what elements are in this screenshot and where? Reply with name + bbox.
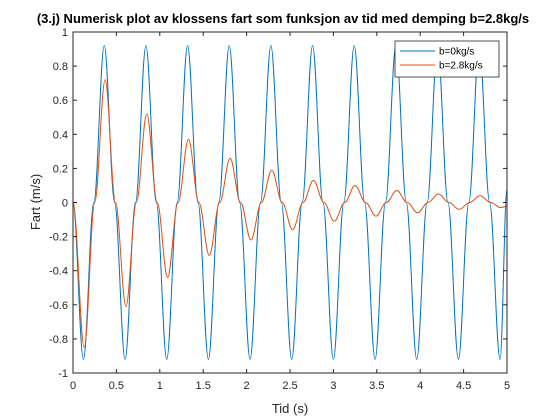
y-tick-label: -1 — [58, 368, 68, 380]
x-tick-label: 3.5 — [369, 380, 384, 392]
x-tick-label: 2.5 — [282, 380, 297, 392]
y-tick-label: 0.2 — [53, 163, 68, 175]
y-tick-label: -0.8 — [49, 334, 68, 346]
legend: b=0kg/s b=2.8kg/s — [394, 40, 500, 78]
x-tick-label: 5 — [504, 380, 510, 392]
y-tick-label: -0.6 — [49, 300, 68, 312]
y-tick-label: 1 — [62, 27, 68, 39]
legend-label-2: b=2.8kg/s — [439, 61, 483, 72]
chart-title: (3.j) Numerisk plot av klossens fart som… — [37, 11, 529, 26]
tick-layer: 0 0.5 1 1.5 2 2.5 3 3.5 4 4.5 5 -1 -0.8 -0.6 -0.4 -0.2 0… — [49, 27, 510, 392]
plot-area — [73, 32, 507, 373]
legend-label-1: b=0kg/s — [439, 47, 474, 58]
x-tick-label: 0.5 — [109, 380, 124, 392]
y-tick-label: 0.8 — [53, 61, 68, 73]
y-tick-label: -0.2 — [49, 232, 68, 244]
x-tick-label: 1.5 — [196, 380, 211, 392]
x-axis-label: Tid (s) — [272, 401, 308, 416]
y-tick-label: -0.4 — [49, 266, 68, 278]
y-axis-label: Fart (m/s) — [28, 174, 43, 230]
y-tick-label: 0.4 — [53, 129, 68, 141]
x-tick-label: 4 — [417, 380, 423, 392]
x-tick-label: 0 — [70, 380, 76, 392]
x-tick-label: 3 — [330, 380, 336, 392]
series-line-2 — [72, 79, 508, 348]
x-tick-label: 2 — [244, 380, 250, 392]
x-tick-label: 1 — [157, 380, 163, 392]
x-tick-label: 4.5 — [456, 380, 471, 392]
legend-box — [394, 40, 500, 78]
y-tick-label: 0.6 — [53, 95, 68, 107]
y-tick-label: 0 — [62, 198, 68, 210]
